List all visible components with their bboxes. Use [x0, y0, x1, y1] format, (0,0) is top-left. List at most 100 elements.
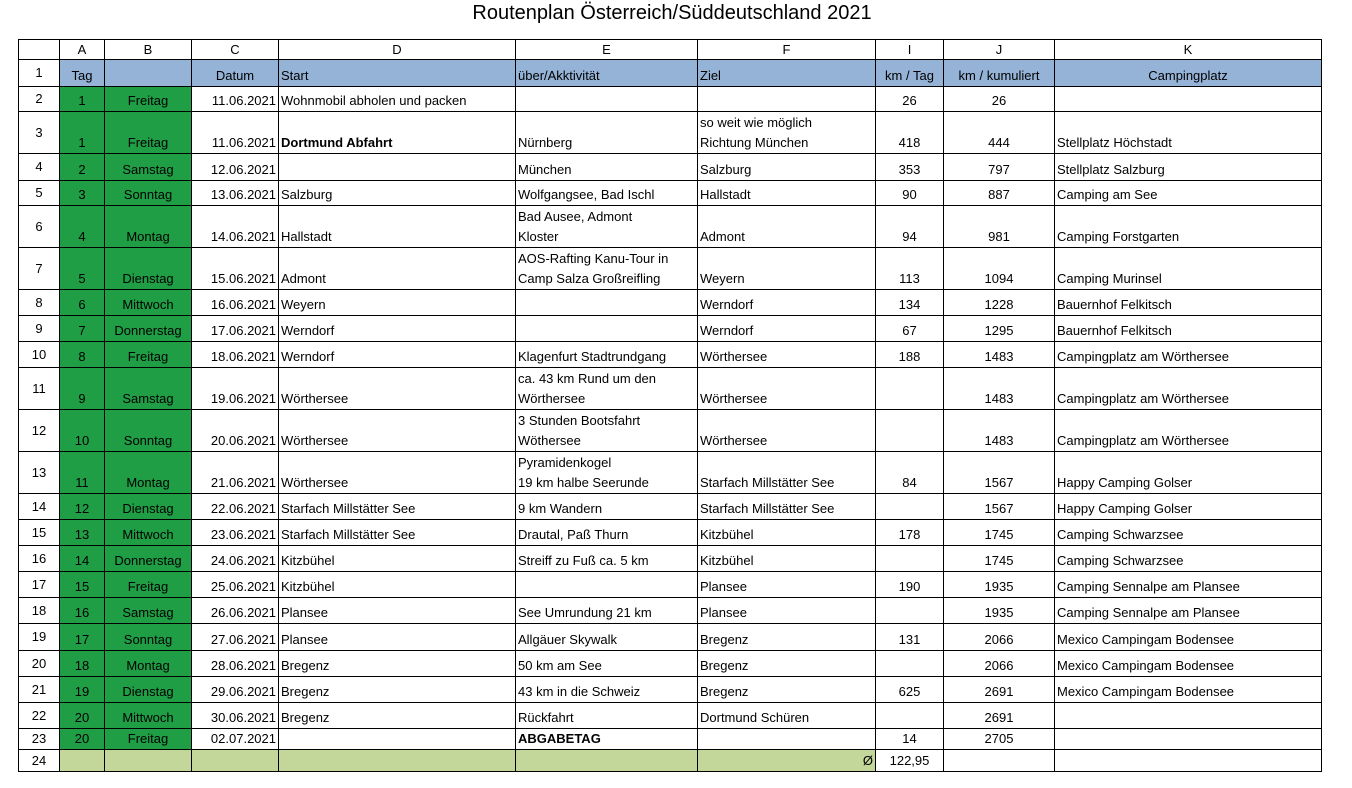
row-number: 12: [18, 409, 60, 452]
data-cell: Wörthersee: [697, 367, 876, 410]
data-cell: Wörthersee: [278, 367, 516, 410]
data-cell: 14.06.2021: [191, 205, 279, 248]
sheet-row: 17 15 Freitag 25.06.2021 Kitzbühel Plansee 190…: [18, 571, 1322, 598]
data-cell: Happy Camping Golser: [1054, 451, 1322, 494]
data-cell: Camping Sennalpe am Plansee: [1054, 571, 1322, 598]
data-cell: 94: [875, 205, 944, 248]
data-cell: 9 km Wandern: [515, 493, 698, 520]
data-cell: Wolfgangsee, Bad Ischl: [515, 180, 698, 206]
data-cell: Werndorf: [697, 289, 876, 316]
sheet-row: 2 1 Freitag 11.06.2021 Wohnmobil abholen und…: [18, 86, 1322, 112]
row-number: 23: [18, 728, 60, 750]
data-cell: [515, 571, 698, 598]
data-cell: Sonntag: [104, 623, 192, 651]
data-cell: [875, 650, 944, 677]
data-cell: 18: [59, 650, 105, 677]
sheet-row: 3 1 Freitag 11.06.2021 Dortmund Abfahrt Nürnb…: [18, 111, 1322, 154]
data-cell: 84: [875, 451, 944, 494]
data-cell: Dienstag: [104, 247, 192, 290]
row-number: 7: [18, 247, 60, 290]
row-number: 9: [18, 315, 60, 342]
data-cell: Campingplatz am Wörthersee: [1054, 341, 1322, 368]
data-cell: Kitzbühel: [697, 519, 876, 546]
data-cell: 19: [59, 676, 105, 703]
data-cell: 29.06.2021: [191, 676, 279, 703]
data-cell: 15: [59, 571, 105, 598]
sheet-row: 7 5 Dienstag 15.06.2021 Admont AOS-Rafting Ka…: [18, 247, 1322, 290]
data-cell: Starfach Millstätter See: [278, 519, 516, 546]
data-cell: [1054, 702, 1322, 729]
data-cell: Plansee: [697, 597, 876, 624]
data-cell: 13.06.2021: [191, 180, 279, 206]
data-cell: Plansee: [697, 571, 876, 598]
data-cell: Salzburg: [278, 180, 516, 206]
data-cell: 12.06.2021: [191, 153, 279, 181]
data-cell: 3: [59, 180, 105, 206]
data-cell: Campingplatz am Wörthersee: [1054, 409, 1322, 452]
data-cell: 4: [59, 205, 105, 248]
data-cell: Bregenz: [697, 676, 876, 703]
data-cell: Samstag: [104, 367, 192, 410]
header-cell: Campingplatz: [1054, 59, 1322, 87]
data-cell: 1745: [943, 545, 1055, 572]
data-cell: 887: [943, 180, 1055, 206]
sheet-title: Routenplan Österreich/Süddeutschland 202…: [472, 2, 872, 24]
row-number: 5: [18, 180, 60, 206]
data-cell: Streiff zu Fuß ca. 5 km: [515, 545, 698, 572]
data-cell: 134: [875, 289, 944, 316]
sheet-row: 8 6 Mittwoch 16.06.2021 Weyern Werndorf 134 122…: [18, 289, 1322, 316]
data-cell: 1094: [943, 247, 1055, 290]
data-cell: ca. 43 km Rund um den Wörthersee: [515, 367, 698, 410]
row-number: 14: [18, 493, 60, 520]
data-cell: Montag: [104, 451, 192, 494]
data-cell: 11.06.2021: [191, 111, 279, 154]
data-cell: 23.06.2021: [191, 519, 279, 546]
data-cell: [875, 597, 944, 624]
data-cell: 22.06.2021: [191, 493, 279, 520]
data-cell: Dortmund Abfahrt: [278, 111, 516, 154]
data-cell: 1935: [943, 571, 1055, 598]
data-cell: 1483: [943, 367, 1055, 410]
data-cell: Donnerstag: [104, 315, 192, 342]
row-number: 18: [18, 597, 60, 624]
data-cell: 3 Stunden Bootsfahrt Wöthersee: [515, 409, 698, 452]
data-cell: [875, 409, 944, 452]
data-cell: Allgäuer Skywalk: [515, 623, 698, 651]
footer-cell: [278, 749, 516, 772]
row-number: 10: [18, 341, 60, 368]
data-cell: Dienstag: [104, 676, 192, 703]
data-cell: Weyern: [278, 289, 516, 316]
data-cell: 1567: [943, 493, 1055, 520]
column-letter: D: [278, 39, 516, 60]
sheet-row: 20 18 Montag 28.06.2021 Bregenz 50 km am See B…: [18, 650, 1322, 677]
data-cell: 1: [59, 86, 105, 112]
data-cell: Camping Murinsel: [1054, 247, 1322, 290]
data-cell: Bregenz: [697, 623, 876, 651]
data-cell: 1: [59, 111, 105, 154]
sheet-row: 11 9 Samstag 19.06.2021 Wörthersee ca. 43 km …: [18, 367, 1322, 410]
data-cell: Nürnberg: [515, 111, 698, 154]
data-cell: Camping Sennalpe am Plansee: [1054, 597, 1322, 624]
data-cell: 1483: [943, 409, 1055, 452]
data-cell: Starfach Millstätter See: [697, 493, 876, 520]
data-cell: Hallstadt: [278, 205, 516, 248]
data-cell: Camping am See: [1054, 180, 1322, 206]
data-cell: 17.06.2021: [191, 315, 279, 342]
data-cell: Montag: [104, 650, 192, 677]
footer-cell: [1054, 749, 1322, 772]
data-cell: München: [515, 153, 698, 181]
data-cell: Samstag: [104, 597, 192, 624]
data-cell: 188: [875, 341, 944, 368]
data-cell: Wörthersee: [697, 341, 876, 368]
column-letter: F: [697, 39, 876, 60]
footer-average: 122,95: [875, 749, 944, 772]
data-cell: Wörthersee: [278, 451, 516, 494]
data-cell: 20: [59, 728, 105, 750]
sheet-row: 24 Ø 122,95: [18, 749, 1322, 772]
data-cell: Bregenz: [697, 650, 876, 677]
data-cell: Mexico Campingam Bodensee: [1054, 623, 1322, 651]
data-cell: [875, 493, 944, 520]
data-cell: 131: [875, 623, 944, 651]
data-cell: Bad Ausee, Admont Kloster: [515, 205, 698, 248]
column-letter: B: [104, 39, 192, 60]
